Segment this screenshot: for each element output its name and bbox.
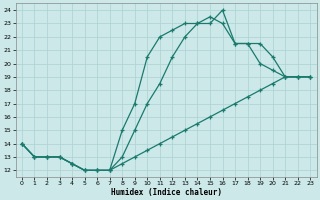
X-axis label: Humidex (Indice chaleur): Humidex (Indice chaleur) <box>111 188 221 197</box>
